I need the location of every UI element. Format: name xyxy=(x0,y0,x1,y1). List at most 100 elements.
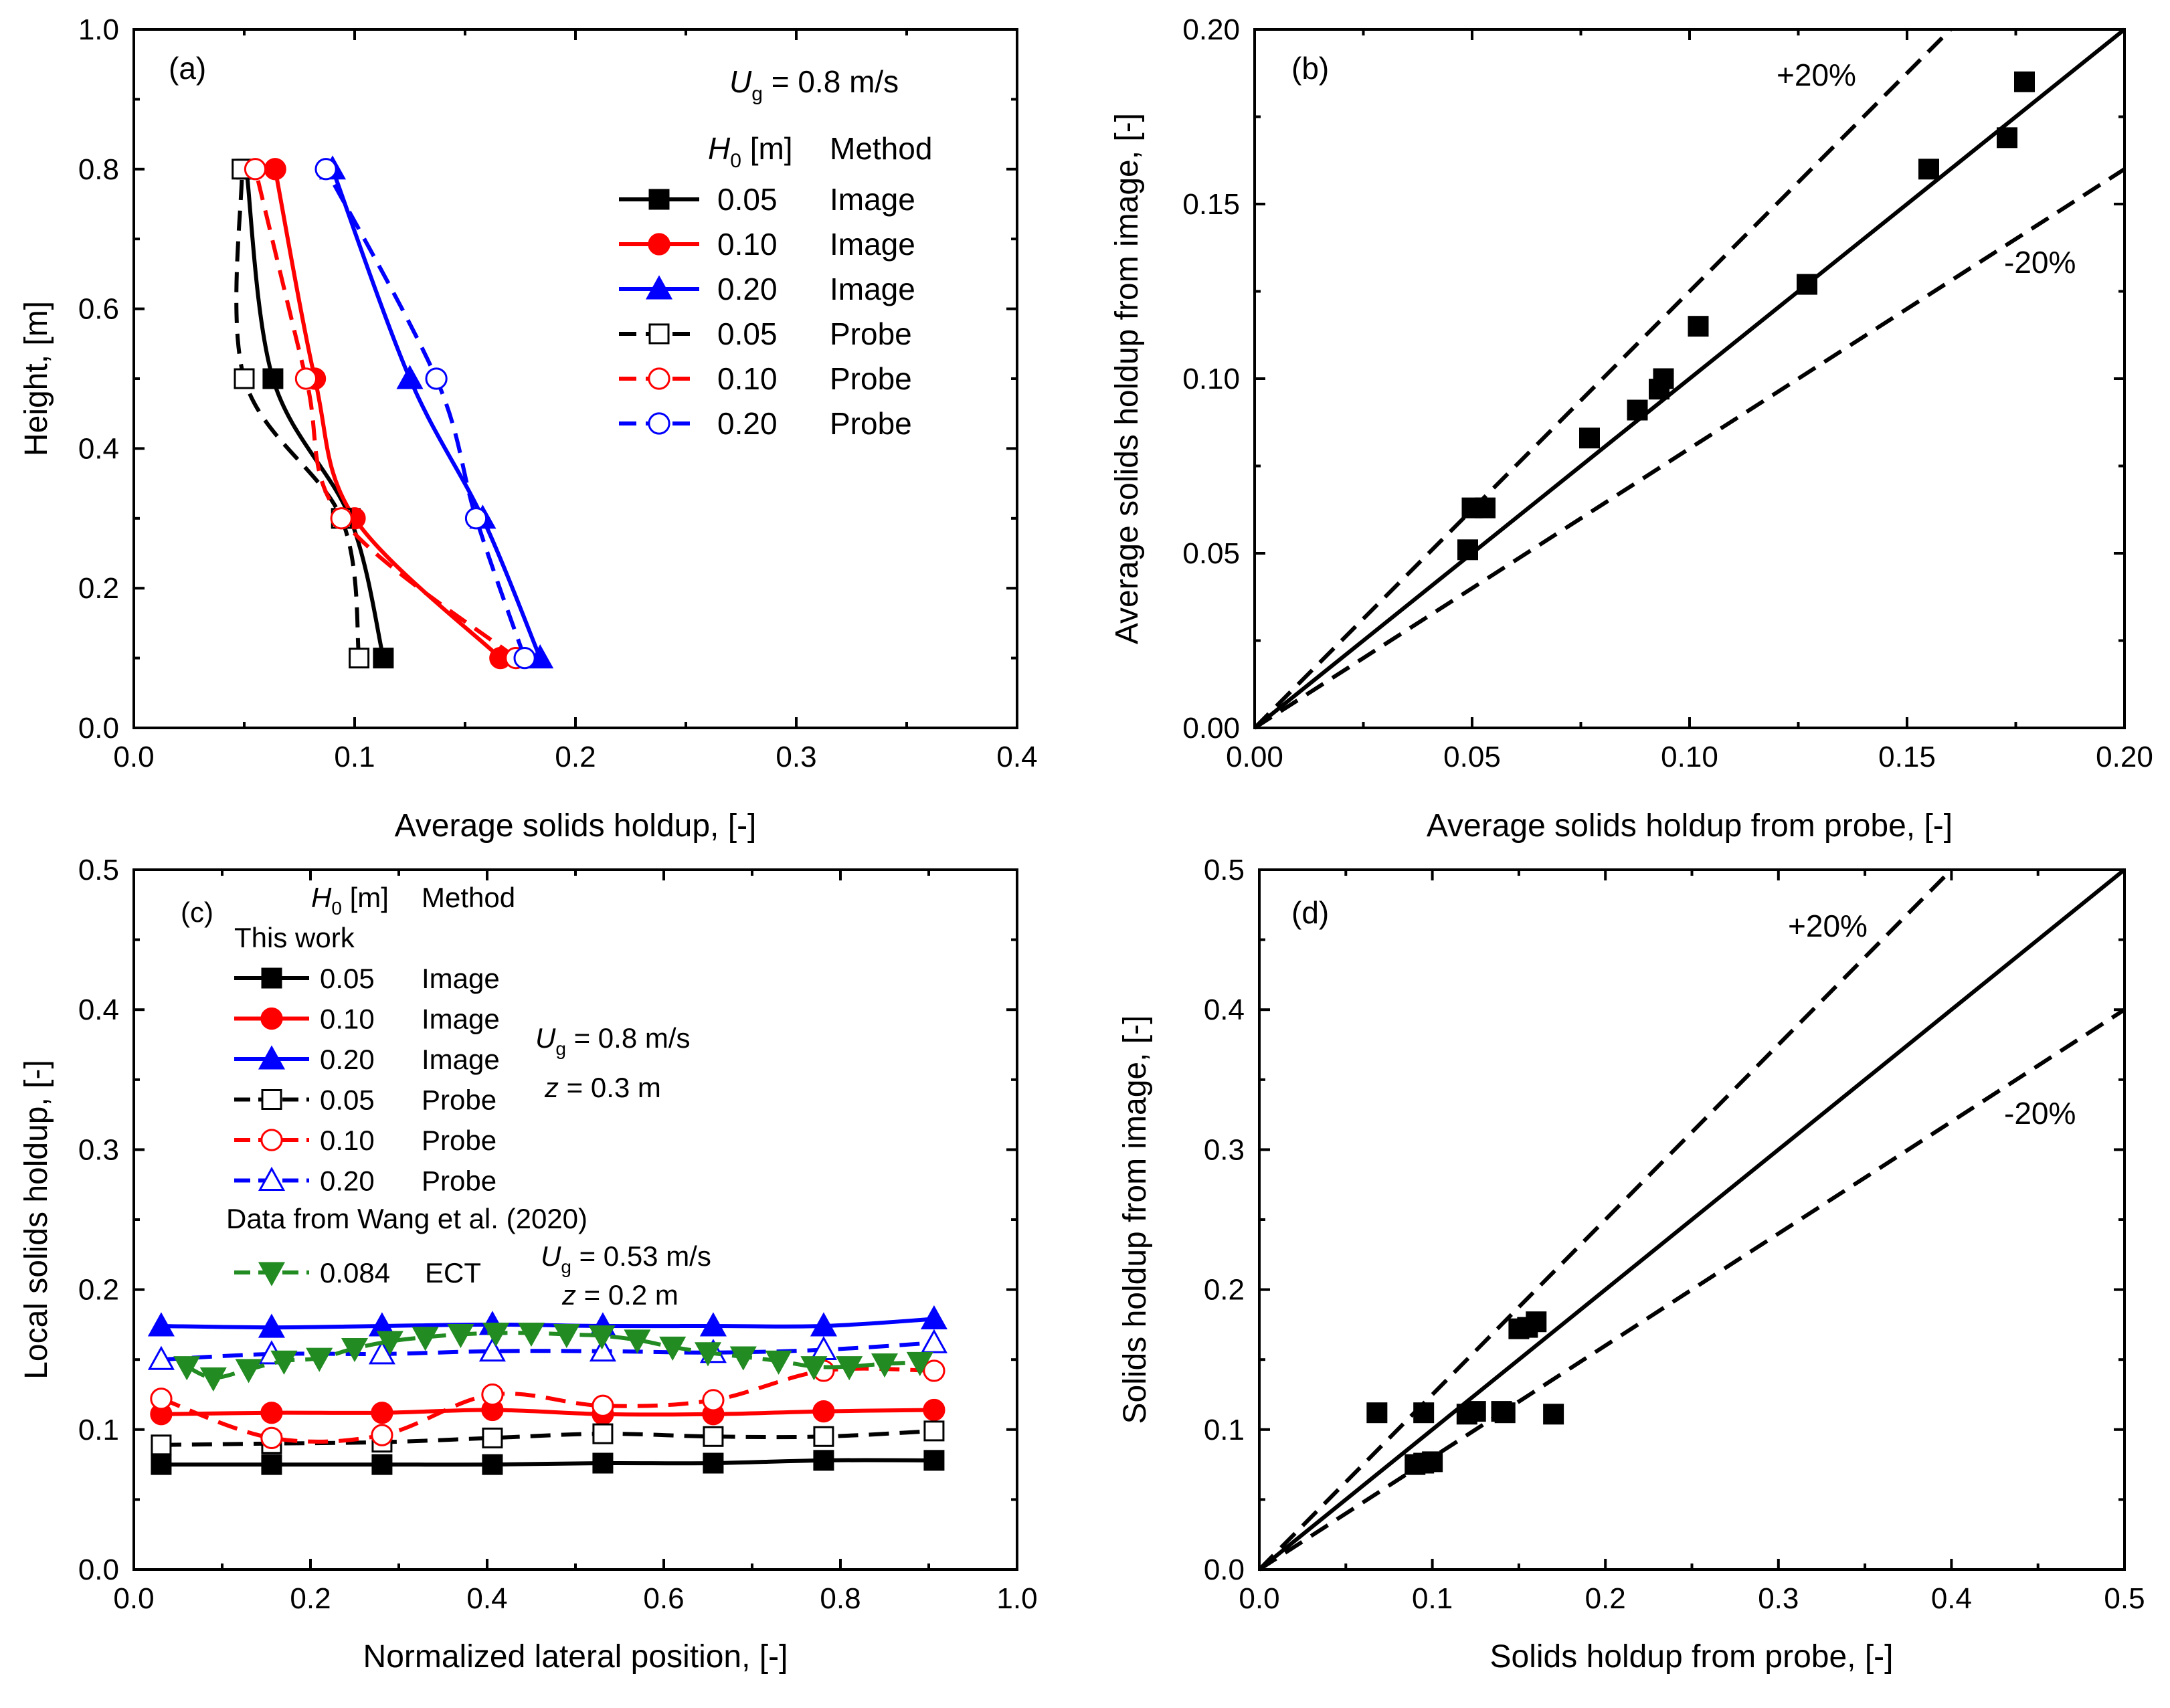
panel-d-point xyxy=(1465,1401,1486,1422)
panel-c-series-0-point xyxy=(592,1452,614,1474)
panel-a-legend-0-h0: 0.05 xyxy=(717,182,778,217)
panel-a-series-4-line xyxy=(253,169,517,660)
panel-b-ytick-label: 0.15 xyxy=(1182,188,1240,221)
panel-c-series-3-point xyxy=(151,1434,172,1456)
panel-c-series-4-point xyxy=(150,1388,173,1410)
panel-c-annotation-1: Ug = 0.8 m/s z = 0.3 m xyxy=(535,1022,691,1103)
panel-a-ytick-label: 0.2 xyxy=(78,572,119,605)
panel-d-point xyxy=(1413,1402,1435,1424)
panel-d-ytick-label: 0.3 xyxy=(1204,1133,1245,1166)
panel-c-series-2-point xyxy=(810,1312,837,1337)
panel-b-xtick-label: 0.10 xyxy=(1661,741,1718,773)
panel-c-series-5-point xyxy=(478,1337,506,1362)
panel-c-series-0-line xyxy=(161,1458,934,1467)
panel-c-series-0-point xyxy=(923,1450,945,1471)
panel-a-annotation-prefix: U xyxy=(729,64,752,99)
panel-c-series-6-point xyxy=(517,1322,545,1347)
panel-c-series-6-point xyxy=(765,1350,792,1375)
panel-c-series-2-line xyxy=(161,1317,935,1330)
panel-b-point xyxy=(1457,539,1478,561)
svg-text:H0 [m]: H0 [m] xyxy=(708,131,793,172)
panel-a-legend-2-h0: 0.20 xyxy=(717,272,778,306)
panel-a-legend-5-marker xyxy=(648,412,670,435)
panel-a-legend-4-marker xyxy=(648,367,670,390)
panel-d-ytick-label: 0.5 xyxy=(1204,854,1245,886)
panel-b-ref-line-2 xyxy=(1253,167,2126,730)
panel-c-series-5-point xyxy=(920,1329,947,1353)
panel-a-xlabel: Average solids holdup, [-] xyxy=(395,808,757,844)
panel-c-ann1-sub: g xyxy=(555,1038,566,1059)
panel-a-legend-method-head: Method xyxy=(830,131,932,166)
panel-b-minus-label: -20% xyxy=(2004,245,2076,280)
panel-c-ylabel: Local solids holdup, [-] xyxy=(19,1060,54,1380)
panel-c-series-3-point xyxy=(923,1420,945,1442)
panel-d-point xyxy=(1494,1402,1516,1424)
panel-a-xtick-label: 0.3 xyxy=(776,741,816,773)
panel-c-marks: 0.0 0.2 0.4 0.6 0.8 1.0 0.0 0.1 0.2 0.3 0.4 0.5 0.05… xyxy=(78,854,1038,1615)
panel-d-frame xyxy=(1258,868,2126,1571)
panel-c-series-4-point xyxy=(923,1359,945,1382)
panel-c-series-6-point xyxy=(173,1356,201,1381)
panel-c-annotation-2: Ug = 0.53 m/s z = 0.2 m xyxy=(541,1240,711,1311)
panel-b-xlabel: Average solids holdup from probe, [-] xyxy=(1427,808,1953,844)
panel-c-series-3-line xyxy=(161,1428,935,1447)
panel-c-series-1-line xyxy=(161,1408,934,1417)
panel-a-series-3-point xyxy=(349,648,370,669)
panel-a-legend-2-method: Image xyxy=(830,272,915,306)
panel-d-xtick-label: 0.1 xyxy=(1412,1582,1453,1615)
panel-c-series-6-point xyxy=(659,1336,687,1361)
panel-a-legend-1-h0: 0.10 xyxy=(717,227,778,262)
panel-c-legend-0-method: Image xyxy=(422,963,500,994)
panel-d-xtick-label: 0.5 xyxy=(2104,1582,2145,1615)
panel-c-series-0-point xyxy=(371,1454,393,1475)
panel-d-xlabel-text: Solids holdup from probe, [-] xyxy=(1490,1639,1894,1675)
svg-text:z = 0.3 m: z = 0.3 m xyxy=(544,1072,661,1103)
panel-d-ylabel: Solids holdup from image, [-] xyxy=(1117,1016,1153,1424)
panel-c-series-3-point xyxy=(703,1426,724,1447)
panel-c-series-3-point xyxy=(813,1426,834,1447)
panel-c-series-6-point xyxy=(800,1356,828,1381)
panel-b-point xyxy=(1475,497,1496,518)
panel-d-plus-label: +20% xyxy=(1788,909,1868,943)
panel-c-legend-3-h0: 0.05 xyxy=(320,1084,375,1116)
panel-a-legend-3-marker xyxy=(648,323,670,345)
panel-c-legend-group2: Data from Wang et al. (2020) xyxy=(226,1203,587,1234)
panel-c-ytick-label: 0.4 xyxy=(78,993,119,1026)
panel-b-ref-line-0 xyxy=(1253,27,2126,730)
panel-c-series-2-point xyxy=(920,1305,947,1330)
panel-b-ytick-label: 0.20 xyxy=(1182,13,1240,46)
panel-b-marks: 0.00 0.05 0.10 0.15 0.20 0.00 0.05 0.10 0.15 0.20 xyxy=(1182,13,2153,773)
panel-c-legend-2-marker xyxy=(258,1045,286,1070)
panel-a-ytick-label: 0.4 xyxy=(78,432,119,465)
panel-c-legend-group1: This work xyxy=(234,922,355,953)
panel-b-xtick-label: 0.05 xyxy=(1443,741,1501,773)
panel-b-plus-label: +20% xyxy=(1777,58,1856,92)
panel-a-legend-4-h0: 0.10 xyxy=(717,361,778,396)
panel-b-ytick-label: 0.05 xyxy=(1182,537,1240,570)
panel-a-legend: H0 [m] Method xyxy=(708,131,932,172)
panel-c-ylabel-text: Local solids holdup, [-] xyxy=(19,1060,54,1380)
panel-c-ytick-label: 0.2 xyxy=(78,1274,119,1307)
panel-c-xlabel-text: Normalized lateral position, [-] xyxy=(363,1639,788,1675)
panel-c-series-6-point xyxy=(694,1342,722,1367)
panel-a-annotation-suffix: = 0.8 m/s xyxy=(763,64,899,99)
panel-c-series-1-point xyxy=(812,1400,835,1423)
panel-c-series-2-point xyxy=(258,1313,285,1338)
panel-a-series-4-point xyxy=(244,158,267,181)
panel-c-series-1-point xyxy=(371,1402,393,1424)
panel-d-ytick-label: 0.1 xyxy=(1204,1414,1245,1446)
panel-c-ann2-suffix: = 0.53 m/s xyxy=(571,1240,711,1272)
panel-c-ytick-label: 0.5 xyxy=(78,854,119,886)
panel-d-xtick-label: 0.0 xyxy=(1239,1582,1279,1615)
panel-b-point xyxy=(1918,159,1939,180)
panel-a-marks: 0.0 0.1 0.2 0.3 0.4 0.0 0.2 0.4 0.6 0.8 1.0 0.05 Ima… xyxy=(78,13,1038,773)
panel-d-ref-line-2 xyxy=(1258,1008,2126,1572)
panel-b-point xyxy=(2014,71,2035,92)
panel-c-series-2-point xyxy=(147,1312,175,1337)
panel-c-series-6-line xyxy=(185,1331,920,1380)
panel-d-point xyxy=(1526,1311,1547,1333)
panel-a-legend-3-method: Probe xyxy=(830,316,912,351)
panel-c-series-6-point xyxy=(836,1356,863,1381)
panel-c-series-6-point xyxy=(553,1324,580,1349)
panel-a-legend-2-marker xyxy=(645,275,673,300)
